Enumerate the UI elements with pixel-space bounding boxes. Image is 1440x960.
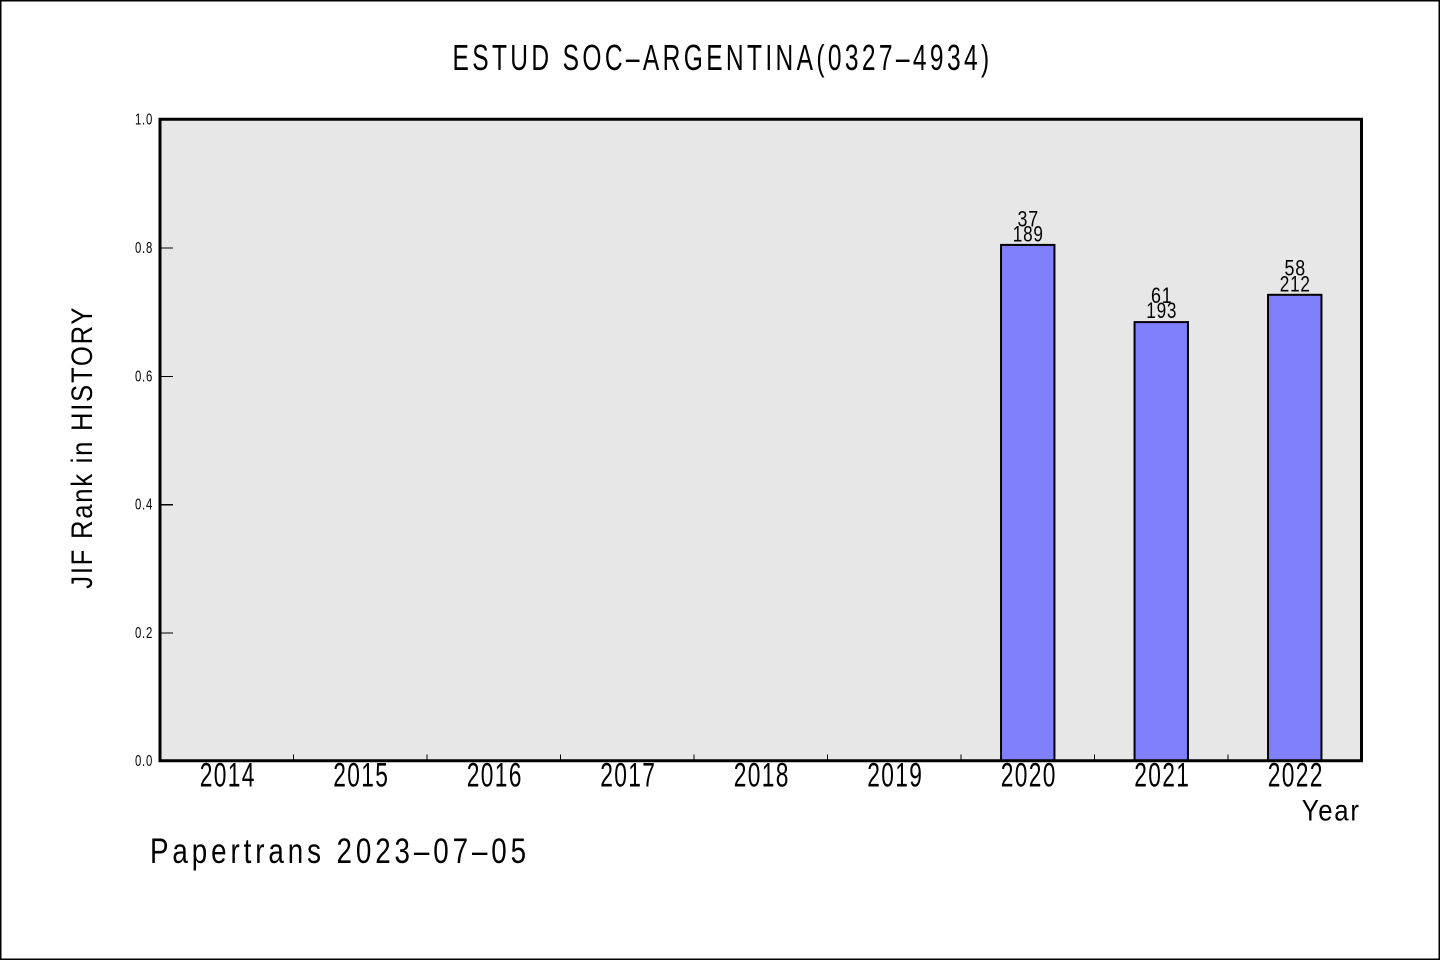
svg-text:189: 189 xyxy=(1013,221,1044,246)
svg-text:Year: Year xyxy=(1302,795,1361,828)
svg-text:2020: 2020 xyxy=(1001,757,1057,795)
svg-text:1.0: 1.0 xyxy=(135,112,153,129)
svg-text:0.0: 0.0 xyxy=(135,753,153,770)
svg-text:JIF Rank in HISTORY: JIF Rank in HISTORY xyxy=(66,306,99,589)
svg-text:2019: 2019 xyxy=(867,757,923,795)
svg-text:0.6: 0.6 xyxy=(135,368,153,385)
svg-text:Papertrans 2023–07–05: Papertrans 2023–07–05 xyxy=(150,831,530,871)
svg-text:61: 61 xyxy=(1151,283,1173,308)
svg-text:212: 212 xyxy=(1280,271,1311,296)
svg-text:0.2: 0.2 xyxy=(135,625,153,642)
svg-text:0.8: 0.8 xyxy=(135,240,153,257)
svg-text:2014: 2014 xyxy=(200,757,256,795)
svg-text:2015: 2015 xyxy=(333,757,389,795)
svg-text:0.4: 0.4 xyxy=(135,497,153,514)
svg-text:37: 37 xyxy=(1018,207,1040,232)
svg-text:2016: 2016 xyxy=(467,757,523,795)
svg-text:2017: 2017 xyxy=(600,757,656,795)
svg-text:2022: 2022 xyxy=(1268,757,1324,795)
svg-text:2021: 2021 xyxy=(1134,757,1190,795)
svg-text:193: 193 xyxy=(1146,298,1177,323)
svg-text:58: 58 xyxy=(1285,256,1307,281)
svg-text:ESTUD SOC–ARGENTINA(0327–4934): ESTUD SOC–ARGENTINA(0327–4934) xyxy=(453,37,993,78)
svg-text:2018: 2018 xyxy=(734,757,790,795)
